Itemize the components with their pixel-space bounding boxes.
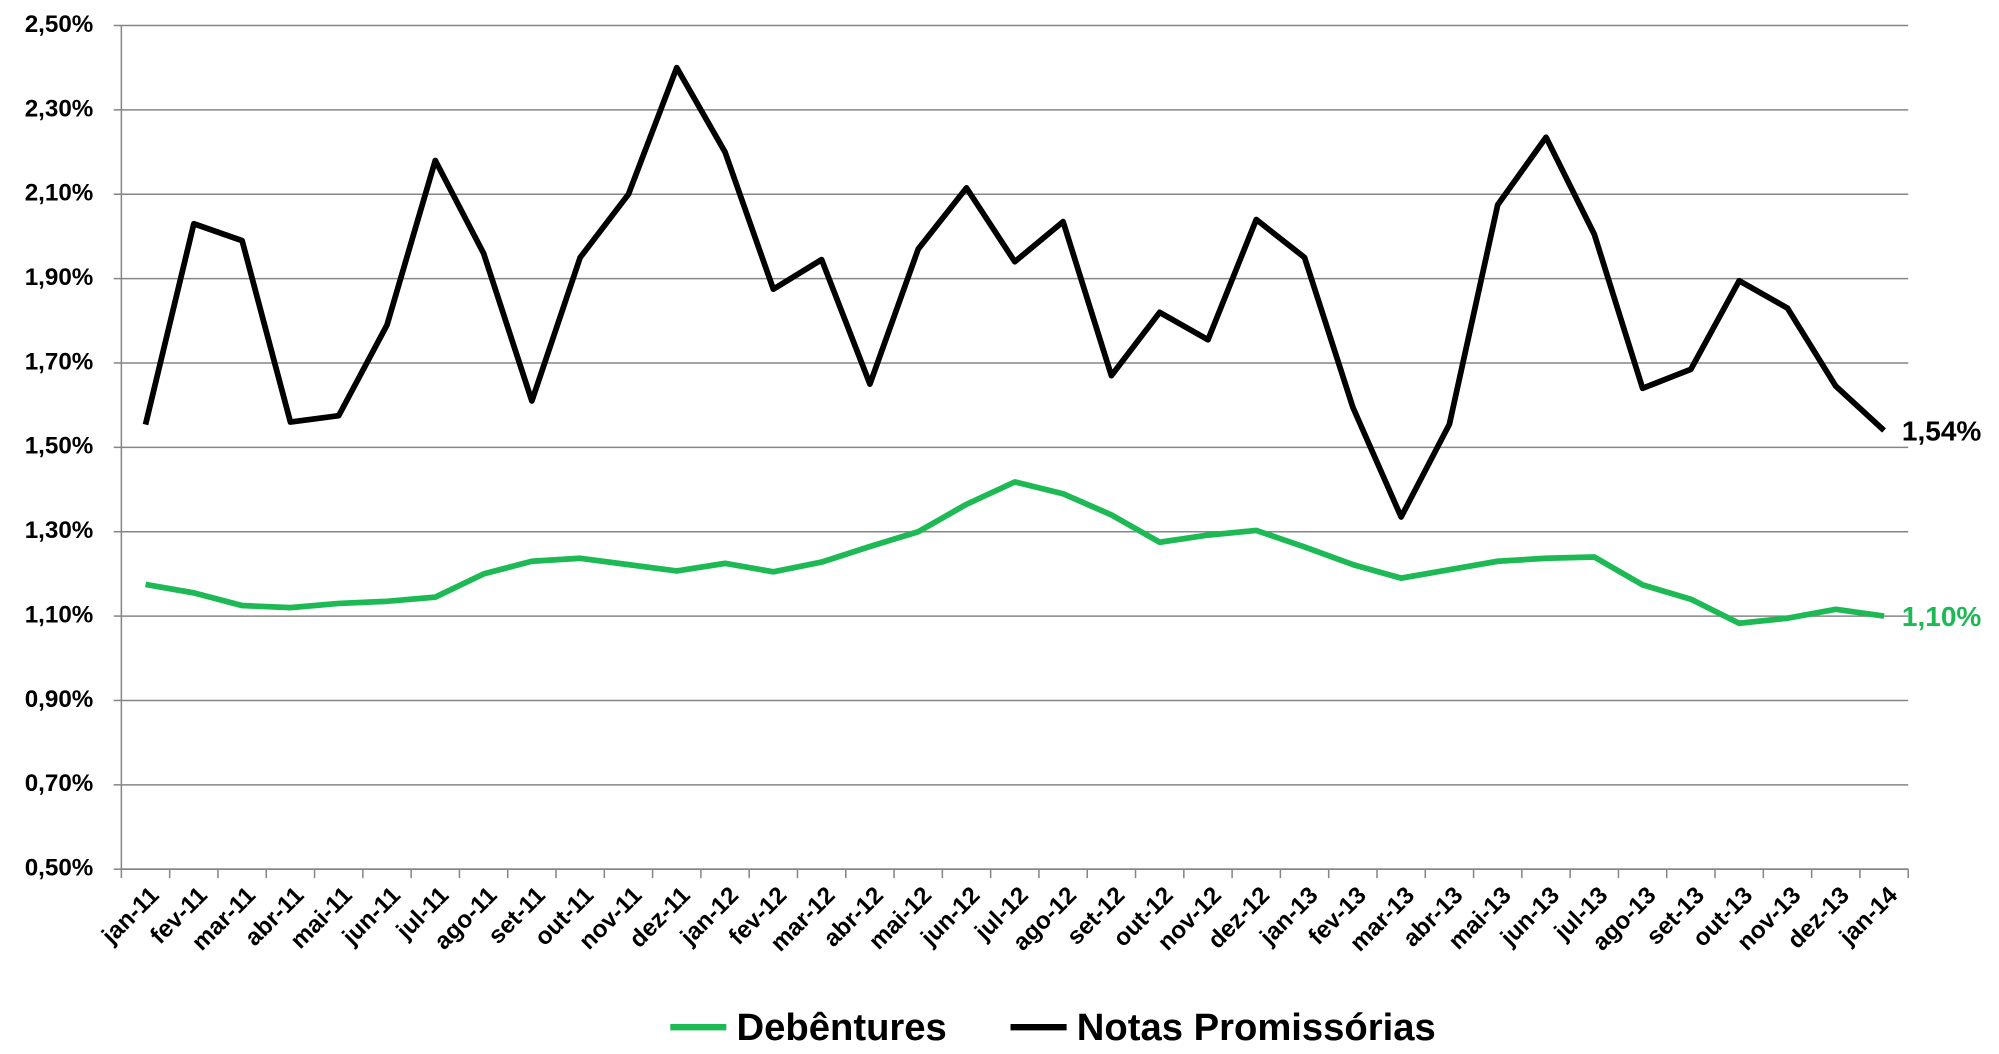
y-tick-label: 1,10%: [25, 601, 94, 628]
y-tick-label: 1,50%: [25, 433, 94, 460]
y-tick-label: 1,70%: [25, 348, 94, 375]
y-tick-label: 2,30%: [25, 95, 94, 122]
legend-label: Notas Promissórias: [1077, 1006, 1436, 1049]
y-tick-label: 0,90%: [25, 686, 94, 713]
data-line: [142, 64, 1886, 520]
data-line: [145, 479, 1885, 627]
y-tick-label: 1,30%: [25, 517, 94, 544]
y-tick-label: 0,70%: [25, 770, 94, 797]
y-tick-label: 0,50%: [25, 855, 94, 882]
value-label: 1,54%: [1902, 415, 1982, 446]
y-tick-label: 2,10%: [25, 180, 94, 207]
y-tick-label: 1,90%: [25, 264, 94, 291]
y-tick-label: 2,50%: [25, 11, 94, 38]
value-label: 1,10%: [1902, 601, 1982, 632]
legend-label: Debêntures: [737, 1006, 947, 1049]
